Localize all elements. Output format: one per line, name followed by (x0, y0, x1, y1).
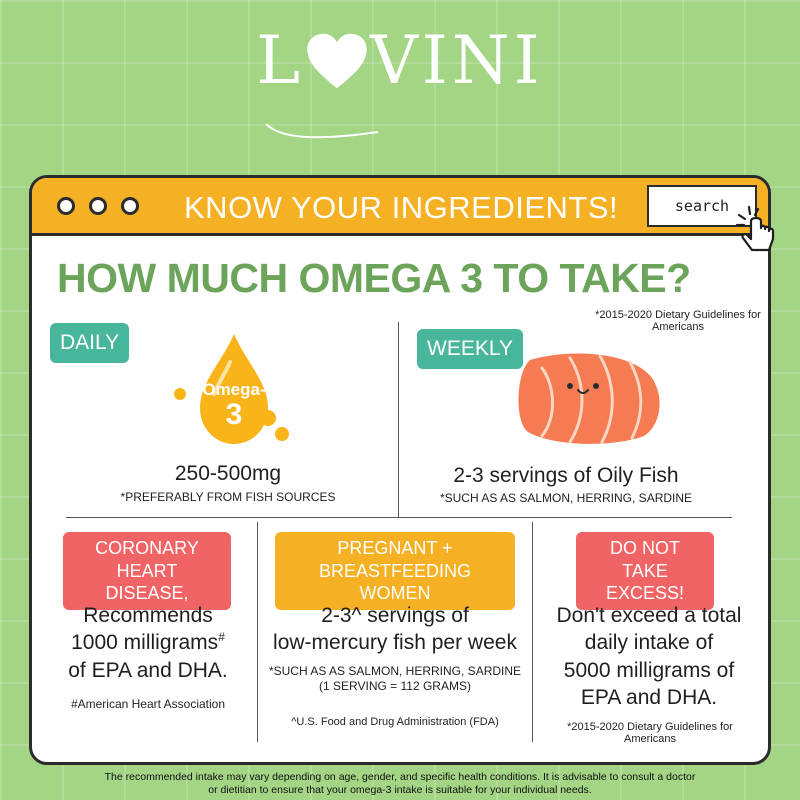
pregnant-note: *SUCH AS AS SALMON, HERRING, SARDINE (1 … (258, 664, 532, 694)
logo-letter-l: L (256, 22, 305, 99)
window-dot-icon[interactable] (89, 197, 107, 215)
coronary-text-line2: 1000 milligrams# (71, 630, 225, 655)
excess-source: *2015-2020 Dietary Guidelines for Americ… (567, 721, 733, 746)
excess-text-line2: daily intake of (584, 631, 714, 655)
divider-vertical (257, 522, 258, 742)
daily-amount: 250-500mg (174, 462, 282, 485)
pregnant-note-line1: *SUCH AS AS SALMON, HERRING, SARDINE (268, 664, 522, 678)
pointer-hand-icon (735, 205, 775, 252)
excess-text-line1: Don't exceed a total (556, 604, 742, 627)
pregnant-text: 2-3^ servings of low-mercury fish per we… (258, 602, 532, 657)
logo-wordmark: L VINI (256, 28, 543, 94)
weekly-tag: WEEKLY (417, 329, 523, 370)
pregnant-tag: PREGNANT + BREASTFEEDING WOMEN (275, 532, 515, 610)
pregnant-tag-line1: PREGNANT + (337, 538, 453, 558)
excess-text-line3: 5000 milligrams of (563, 658, 735, 682)
brand-logo: L VINI (0, 28, 800, 139)
browser-window: KNOW YOUR INGREDIENTS! search (29, 175, 771, 765)
excess-text-line4: EPA and DHA. (580, 685, 718, 709)
heart-icon (307, 33, 367, 89)
pregnant-source: ^U.S. Food and Drug Administration (FDA) (291, 716, 499, 728)
excess-tag-line1: DO NOT (610, 538, 680, 558)
omega-drop-icon (174, 334, 289, 444)
divider-vertical (398, 322, 399, 518)
divider-vertical (532, 522, 533, 742)
pregnant-tag-line2: BREASTFEEDING WOMEN (318, 560, 472, 604)
main-heading: HOW MUCH OMEGA 3 TO TAKE? (57, 255, 691, 301)
daily-tag: DAILY (50, 323, 130, 364)
excess-tag: DO NOT TAKE EXCESS! (576, 532, 714, 610)
coronary-source: #American Heart Association (70, 697, 226, 711)
divider-horizontal (66, 517, 732, 518)
disclaimer-line2: or dietitian to ensure that your omega-3… (208, 783, 592, 796)
weekly-amount: 2-3 servings of Oily Fish (453, 464, 679, 487)
weekly-note: *SUCH AS AS SALMON, HERRING, SARDINE (439, 491, 693, 505)
window-dot-icon[interactable] (121, 197, 139, 215)
coronary-tag-line1: CORONARY (95, 538, 199, 558)
coronary-text-line1: Recommends (83, 604, 213, 627)
omega-drop-label: Omega- (202, 380, 266, 399)
excess-text: Don't exceed a total daily intake of 500… (536, 602, 762, 711)
window-titlebar: KNOW YOUR INGREDIENTS! search (32, 178, 768, 236)
source-note-top: *2015-2020 Dietary Guidelines for Americ… (595, 309, 761, 334)
window-title: KNOW YOUR INGREDIENTS! (184, 190, 619, 225)
pregnant-text-line1: 2-3^ servings of (321, 604, 469, 627)
disclaimer: The recommended intake may vary dependin… (30, 771, 770, 796)
window-dot-icon[interactable] (57, 197, 75, 215)
pregnant-note-line2: (1 SERVING = 112 GRAMS) (319, 679, 471, 693)
pregnant-text-line2: low-mercury fish per week (273, 631, 517, 655)
excess-tag-line2: TAKE EXCESS! (605, 560, 685, 604)
coronary-tag-line2: HEART DISEASE, (105, 560, 189, 604)
logo-swash (265, 123, 379, 139)
coronary-tag: CORONARY HEART DISEASE, (63, 532, 231, 610)
salmon-fillet-icon (518, 353, 660, 444)
search-button[interactable]: search (647, 185, 757, 227)
coronary-text: Recommends 1000 milligrams# of EPA and D… (46, 602, 250, 684)
coronary-text-line3: of EPA and DHA. (68, 658, 228, 682)
disclaimer-line1: The recommended intake may vary dependin… (104, 771, 696, 783)
omega-drop-number: 3 (225, 398, 243, 431)
daily-note: *PREFERABLY FROM FISH SOURCES (120, 490, 336, 504)
logo-letters-vini: VINI (370, 22, 544, 99)
